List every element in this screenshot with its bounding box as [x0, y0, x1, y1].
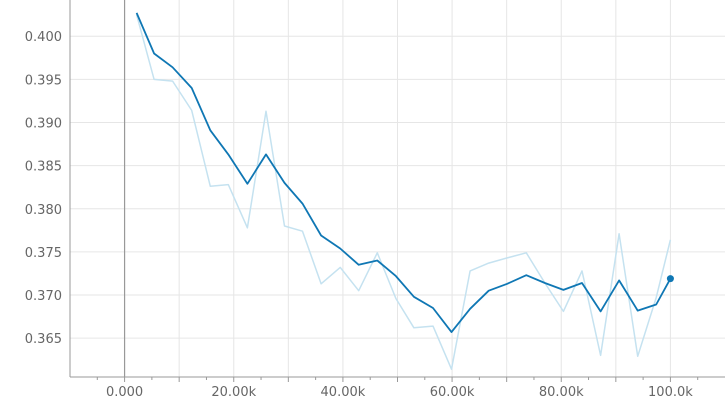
x-tick-label: 0.000	[106, 385, 143, 400]
x-tick-label: 60.00k	[430, 385, 475, 400]
x-tick-label: 20.00k	[211, 385, 256, 400]
y-tick-label: 0.375	[25, 246, 62, 261]
y-tick-label: 0.400	[25, 30, 62, 45]
tick-labels: 0.365 0.370 0.375 0.380 0.385 0.390 0.395 0.400…	[25, 30, 693, 400]
x-tick-label: 100.0k	[648, 385, 693, 400]
x-tick-label: 80.00k	[539, 385, 584, 400]
axes	[69, 0, 725, 382]
grid	[70, 0, 725, 377]
y-tick-label: 0.390	[25, 117, 62, 132]
last-point-marker[interactable]	[666, 275, 674, 283]
y-tick-label: 0.395	[25, 73, 62, 88]
raw-series-line	[135, 14, 672, 370]
y-tick-label: 0.380	[25, 203, 62, 218]
x-tick-label: 40.00k	[321, 385, 366, 400]
y-tick-label: 0.370	[25, 289, 62, 304]
smoothed-series-line	[135, 12, 672, 334]
series-group	[135, 12, 674, 370]
y-tick-label: 0.365	[25, 332, 62, 347]
y-tick-label: 0.385	[25, 160, 62, 175]
